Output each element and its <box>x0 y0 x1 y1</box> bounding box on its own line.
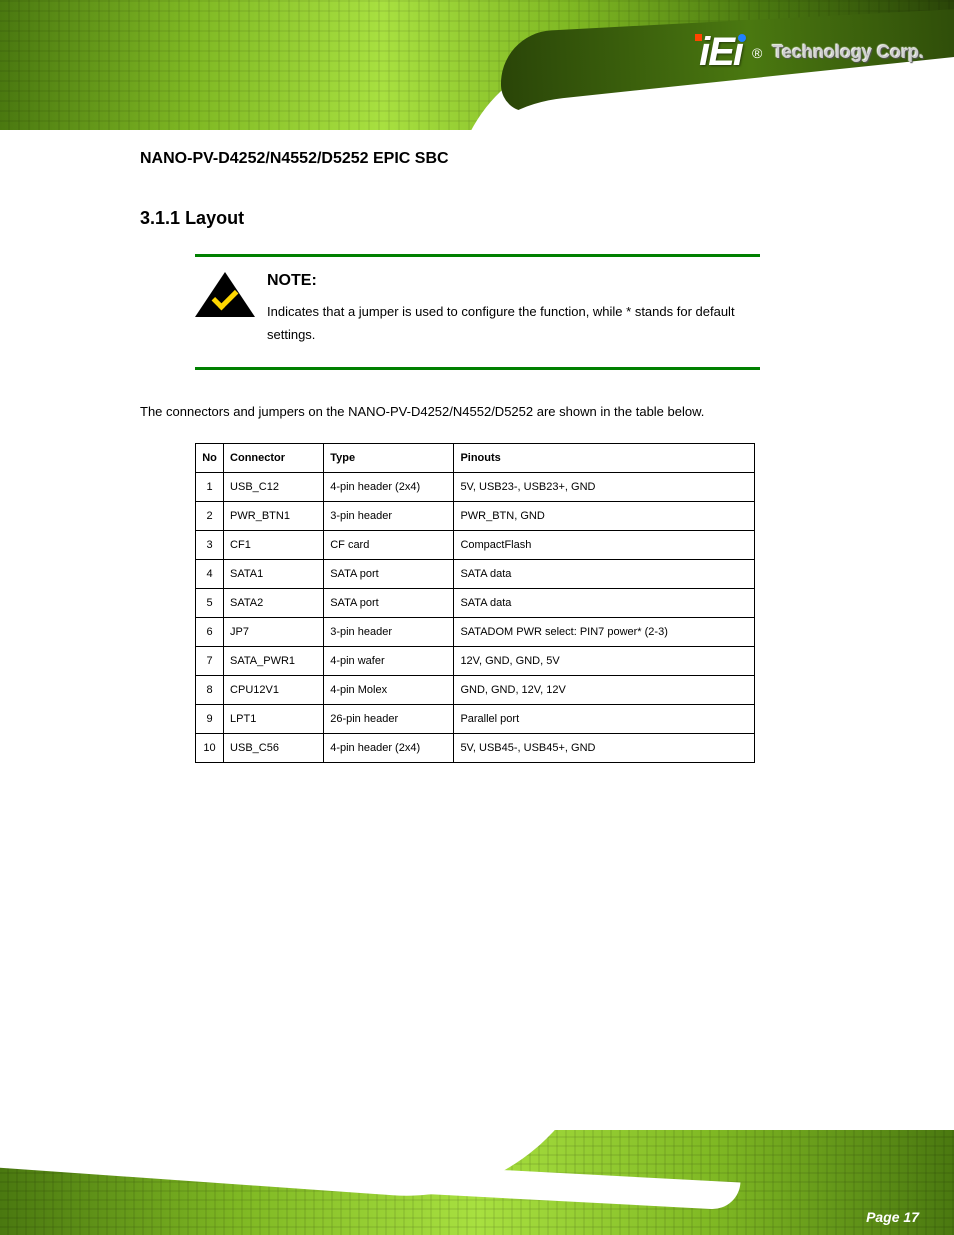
page-number: Page 17 <box>866 1209 919 1225</box>
table-header-no: No <box>196 444 224 473</box>
cell: 4-pin wafer <box>324 647 454 676</box>
header-banner: iEi ® Technology Corp. <box>0 0 954 130</box>
table-header-row: No Connector Type Pinouts <box>196 444 755 473</box>
cell: 4-pin header (2x4) <box>324 734 454 763</box>
cell: SATA port <box>324 560 454 589</box>
cell: 12V, GND, GND, 5V <box>454 647 755 676</box>
cell: SATADOM PWR select: PIN7 power* (2-3) <box>454 618 755 647</box>
cell: SATA port <box>324 589 454 618</box>
cell: LPT1 <box>224 705 324 734</box>
cell: SATA_PWR1 <box>224 647 324 676</box>
cell: 3-pin header <box>324 618 454 647</box>
callout-body: Indicates that a jumper is used to confi… <box>267 300 747 347</box>
cell: 3-pin header <box>324 502 454 531</box>
table-row: 5 SATA2 SATA port SATA data <box>196 589 755 618</box>
cell: USB_C56 <box>224 734 324 763</box>
cell: USB_C12 <box>224 473 324 502</box>
table-row: 6 JP7 3-pin header SATADOM PWR select: P… <box>196 618 755 647</box>
cell: SATA2 <box>224 589 324 618</box>
cell: GND, GND, 12V, 12V <box>454 676 755 705</box>
cell: Parallel port <box>454 705 755 734</box>
body-paragraph: The connectors and jumpers on the NANO-P… <box>140 400 820 423</box>
table-header-type: Type <box>324 444 454 473</box>
cell: 5V, USB45-, USB45+, GND <box>454 734 755 763</box>
warning-check-icon <box>195 272 255 317</box>
note-callout: NOTE: Indicates that a jumper is used to… <box>195 254 760 370</box>
cell: PWR_BTN, GND <box>454 502 755 531</box>
callout-text-block: NOTE: Indicates that a jumper is used to… <box>267 272 747 347</box>
cell: CPU12V1 <box>224 676 324 705</box>
table-row: 3 CF1 CF card CompactFlash <box>196 531 755 560</box>
table-row: 4 SATA1 SATA port SATA data <box>196 560 755 589</box>
logo-tagline: Technology Corp. <box>772 42 924 63</box>
cell: 10 <box>196 734 224 763</box>
callout-hr-top <box>195 254 760 257</box>
cell: CompactFlash <box>454 531 755 560</box>
table-row: 9 LPT1 26-pin header Parallel port <box>196 705 755 734</box>
logo-registered: ® <box>752 45 762 61</box>
cell: CF1 <box>224 531 324 560</box>
cell: 8 <box>196 676 224 705</box>
cell: SATA data <box>454 560 755 589</box>
logo-brand: iEi <box>699 30 742 75</box>
cell: 9 <box>196 705 224 734</box>
content-area: NANO-PV-D4252/N4552/D5252 EPIC SBC 3.1.1… <box>140 150 820 763</box>
table-row: 1 USB_C12 4-pin header (2x4) 5V, USB23-,… <box>196 473 755 502</box>
table-row: 7 SATA_PWR1 4-pin wafer 12V, GND, GND, 5… <box>196 647 755 676</box>
cell: 2 <box>196 502 224 531</box>
cell: PWR_BTN1 <box>224 502 324 531</box>
callout-hr-bottom <box>195 367 760 370</box>
cell: SATA1 <box>224 560 324 589</box>
cell: 4-pin Molex <box>324 676 454 705</box>
cell: 4-pin header (2x4) <box>324 473 454 502</box>
cell: 4 <box>196 560 224 589</box>
section-title: Layout <box>185 208 244 228</box>
footer-banner: Page 17 <box>0 1130 954 1235</box>
callout-heading: NOTE: <box>267 272 747 290</box>
cell: 7 <box>196 647 224 676</box>
table-header-pinouts: Pinouts <box>454 444 755 473</box>
cell: 5V, USB23-, USB23+, GND <box>454 473 755 502</box>
cell: CF card <box>324 531 454 560</box>
connector-table: No Connector Type Pinouts 1 USB_C12 4-pi… <box>195 443 755 763</box>
table-row: 2 PWR_BTN1 3-pin header PWR_BTN, GND <box>196 502 755 531</box>
section-heading: 3.1.1 Layout <box>140 208 820 229</box>
table-row: 10 USB_C56 4-pin header (2x4) 5V, USB45-… <box>196 734 755 763</box>
table-row: 8 CPU12V1 4-pin Molex GND, GND, 12V, 12V <box>196 676 755 705</box>
section-number: 3.1.1 <box>140 208 180 228</box>
cell: 26-pin header <box>324 705 454 734</box>
cell: 6 <box>196 618 224 647</box>
cell: 5 <box>196 589 224 618</box>
logo-area: iEi ® Technology Corp. <box>699 30 924 75</box>
document-title: NANO-PV-D4252/N4552/D5252 EPIC SBC <box>140 150 820 168</box>
cell: 1 <box>196 473 224 502</box>
cell: JP7 <box>224 618 324 647</box>
cell: 3 <box>196 531 224 560</box>
table-header-connector: Connector <box>224 444 324 473</box>
cell: SATA data <box>454 589 755 618</box>
